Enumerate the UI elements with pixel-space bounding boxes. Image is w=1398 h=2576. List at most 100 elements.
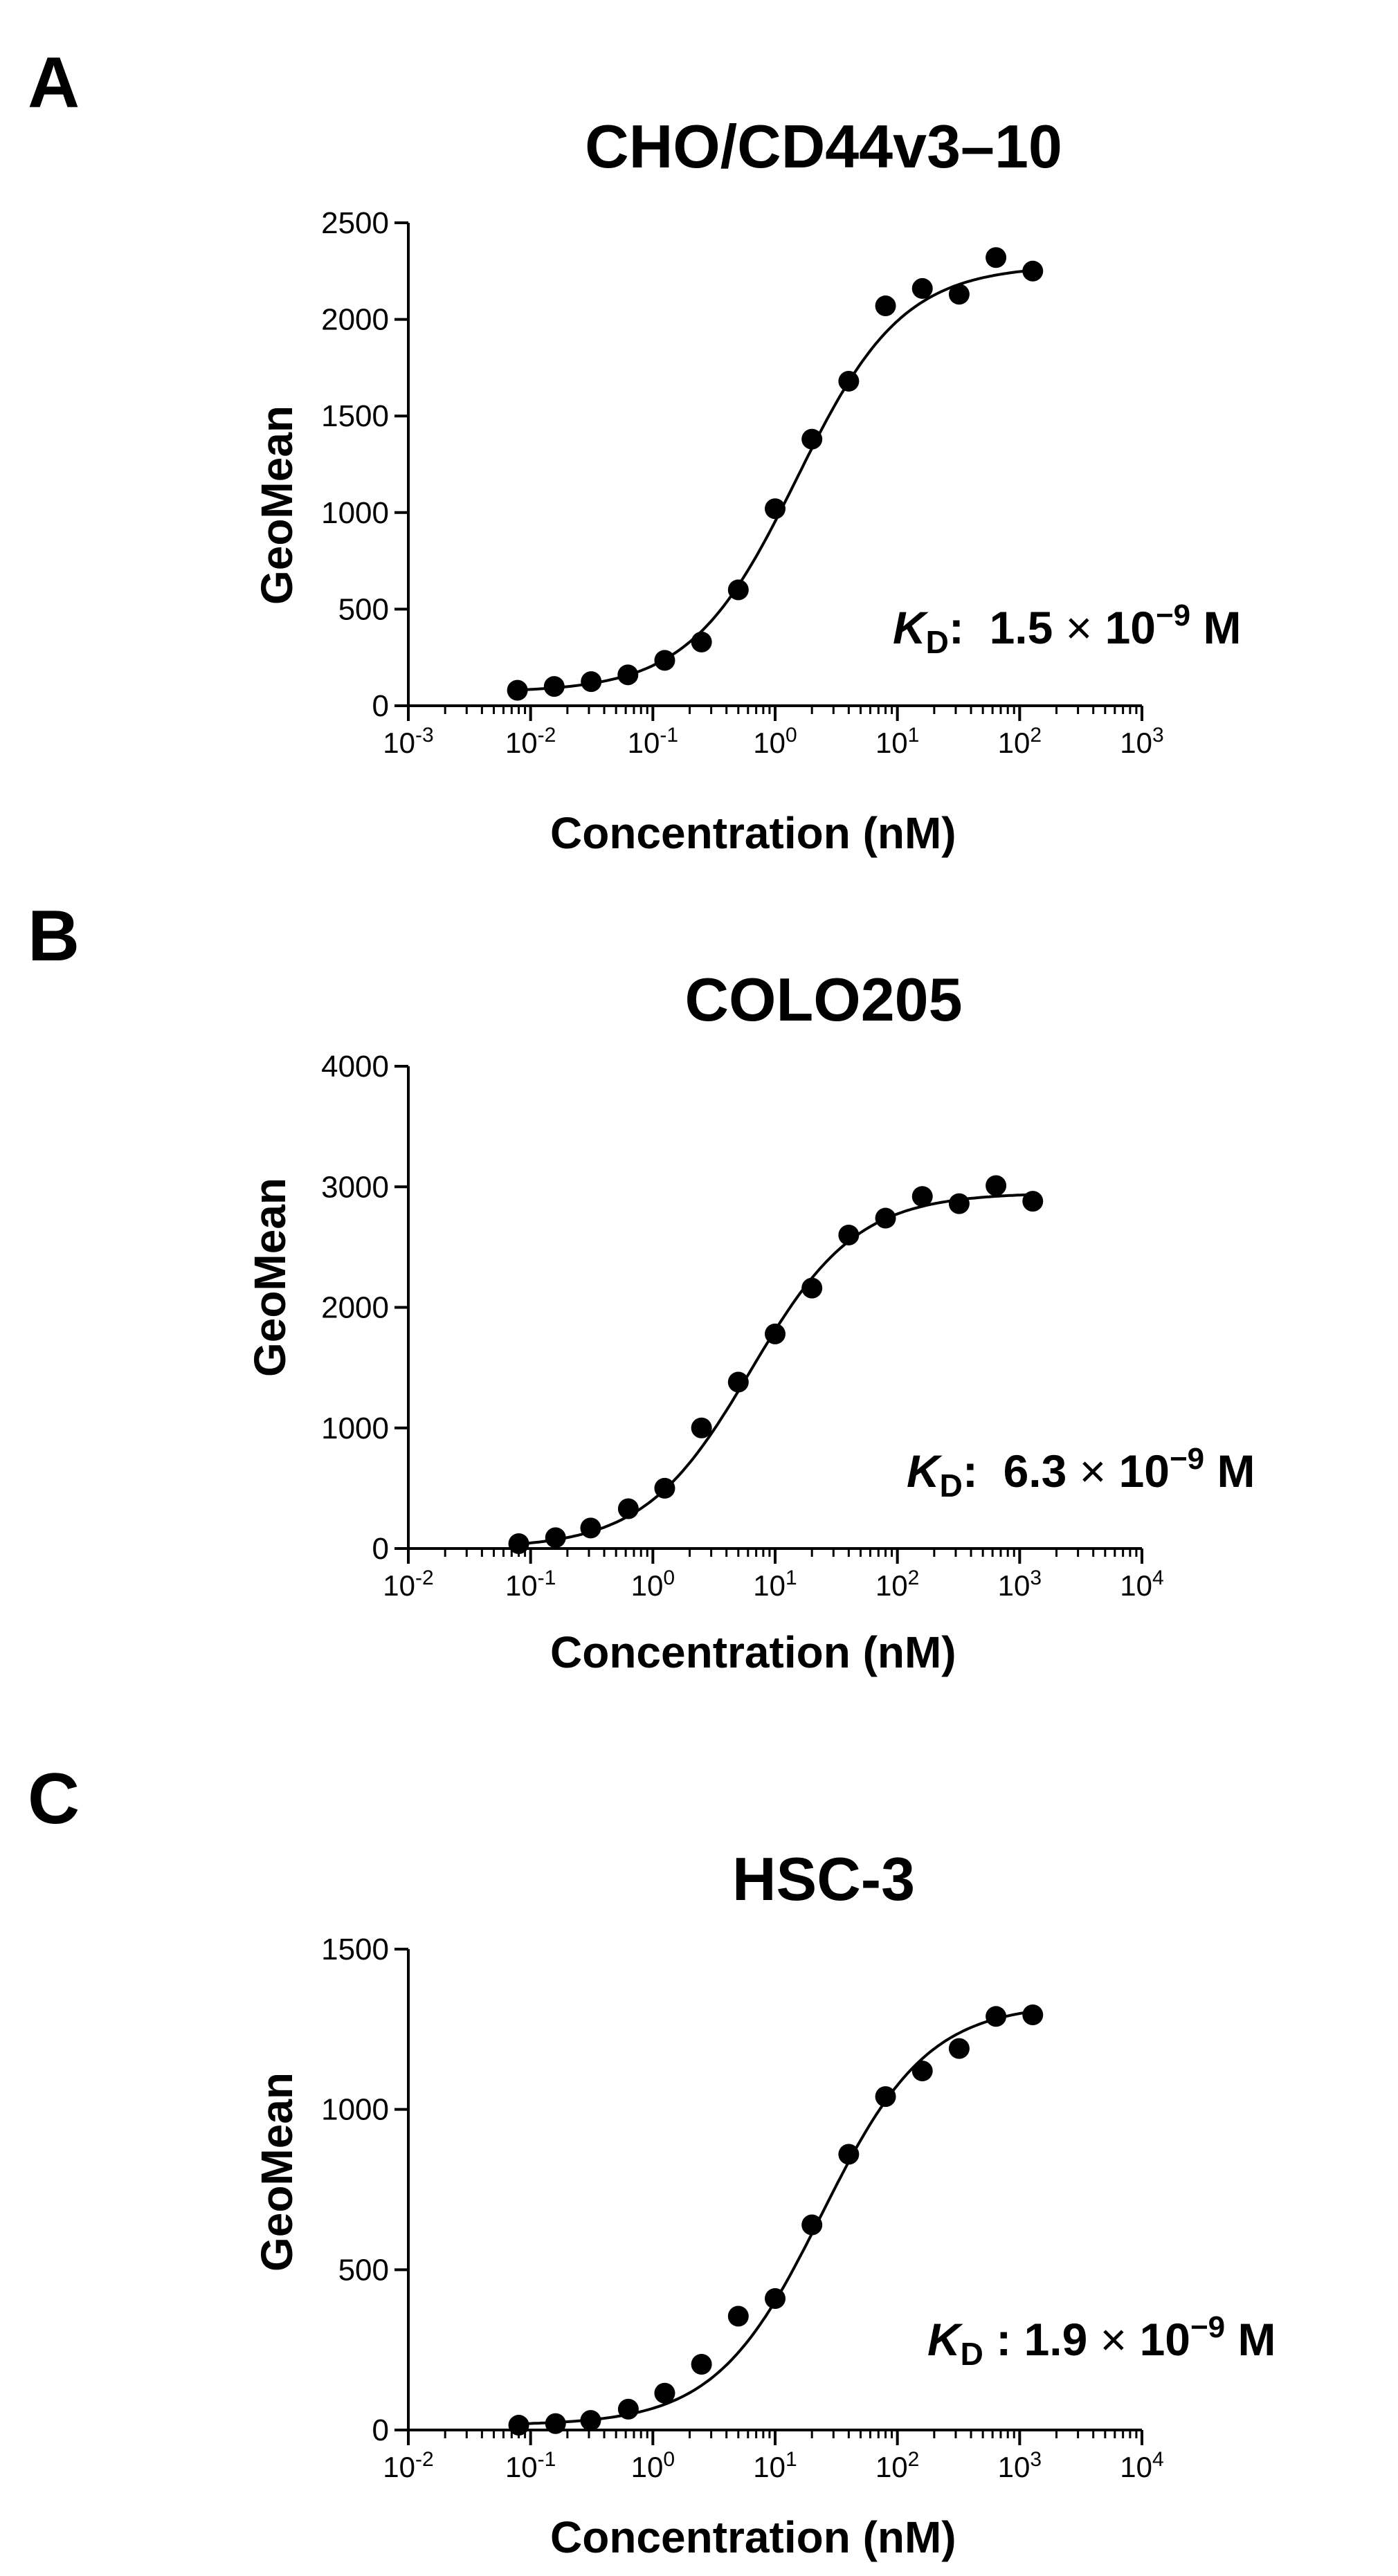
data-point	[801, 1277, 823, 1299]
y-axis-label: GeoMean	[245, 1177, 295, 1378]
x-tick-label: 10-1	[505, 1566, 556, 1602]
y-tick-label: 2500	[321, 206, 389, 240]
kd-unit: M	[1237, 2314, 1276, 2365]
kd-exponent: −9	[1155, 599, 1191, 632]
data-point	[1022, 1191, 1044, 1212]
kd-colon: :	[996, 2314, 1012, 2365]
x-tick-label: 100	[631, 1566, 675, 1602]
kd-annotation: KD: 6.3 × 10−9 M	[907, 1444, 1255, 1502]
x-axis-label: Concentration (nM)	[550, 808, 956, 858]
kd-unit: M	[1217, 1445, 1255, 1497]
x-tick-label: 103	[998, 2448, 1042, 2483]
x-tick-label: 103	[1120, 724, 1163, 759]
chart-title: CHO/CD44v3–10	[585, 112, 1062, 181]
x-tick-label: 103	[998, 1566, 1042, 1602]
data-point	[801, 428, 823, 450]
x-tick-label: 101	[753, 1566, 797, 1602]
kd-times: ×	[1079, 1445, 1107, 1497]
data-point	[508, 1533, 529, 1555]
data-point	[986, 1175, 1007, 1196]
data-point	[543, 676, 565, 697]
kd-base: 10	[1118, 1445, 1170, 1497]
x-tick-label: 10-2	[383, 1566, 433, 1602]
kd-mantissa: 1.9	[1024, 2314, 1088, 2365]
data-point	[875, 2086, 896, 2108]
data-point	[617, 2398, 639, 2420]
x-tick-label: 10-3	[383, 724, 433, 759]
kd-times: ×	[1100, 2314, 1127, 2365]
x-tick-label: 10-2	[505, 724, 556, 759]
kd-symbol: K	[907, 1445, 940, 1497]
y-tick-label: 1000	[321, 496, 389, 530]
x-tick-label: 10-1	[628, 724, 678, 759]
panel-label: C	[28, 1759, 80, 1839]
data-point	[727, 1371, 749, 1393]
data-point	[801, 2214, 823, 2236]
data-point	[617, 664, 639, 686]
kd-unit: M	[1203, 602, 1242, 653]
data-point	[1022, 2004, 1044, 2025]
data-point	[986, 247, 1007, 268]
y-tick-label: 0	[372, 689, 389, 723]
kd-mantissa: 1.5	[989, 602, 1053, 653]
data-point	[580, 2410, 601, 2431]
kd-symbol: K	[893, 602, 926, 653]
chart-plot: 0 500 1000 1500 2000 2500 10-3 10-2 10-1 100 101 10…	[321, 206, 1164, 759]
data-point	[948, 2038, 970, 2059]
chart-plot: 0 500 1000 1500 10-2 10-1 100 101 102 103 104	[321, 1933, 1164, 2483]
kd-subscript: D	[960, 2336, 983, 2372]
data-point	[948, 284, 970, 305]
data-point	[508, 2415, 529, 2436]
data-point	[911, 2061, 933, 2082]
data-point	[838, 2144, 860, 2165]
x-tick-label: 100	[753, 724, 797, 759]
data-point	[838, 1224, 860, 1245]
data-point	[875, 295, 896, 317]
x-tick-label: 10-1	[505, 2448, 556, 2483]
data-point	[545, 1527, 566, 1549]
chart-plot: 0 1000 2000 3000 4000 10-2 10-1 100 101 102 103 104	[321, 1050, 1164, 1602]
kd-exponent: −9	[1190, 2310, 1226, 2344]
y-tick-label: 1000	[321, 2093, 389, 2127]
y-axis-label: GeoMean	[252, 2072, 302, 2272]
data-point	[691, 1417, 712, 1438]
data-point	[691, 2354, 712, 2375]
y-tick-label: 2000	[321, 303, 389, 337]
data-point	[654, 650, 675, 671]
y-tick-label: 0	[372, 2413, 389, 2447]
data-point	[911, 1186, 933, 1207]
x-tick-label: 102	[998, 724, 1042, 759]
kd-colon: :	[962, 1445, 978, 1497]
data-point	[545, 2413, 566, 2434]
data-point	[765, 2288, 786, 2310]
x-axis-label: Concentration (nM)	[550, 1627, 956, 1677]
data-point	[507, 679, 528, 701]
y-tick-label: 3000	[321, 1170, 389, 1204]
data-point	[765, 1323, 786, 1344]
x-tick-label: 104	[1120, 2448, 1163, 2483]
fit-curve	[517, 268, 1033, 692]
kd-mantissa: 6.3	[1003, 1445, 1067, 1497]
y-tick-label: 500	[338, 592, 389, 626]
kd-base: 10	[1105, 602, 1156, 653]
x-tick-label: 101	[753, 2448, 797, 2483]
x-tick-label: 100	[631, 2448, 675, 2483]
kd-base: 10	[1139, 2314, 1190, 2365]
y-tick-label: 1000	[321, 1412, 389, 1445]
data-point	[727, 579, 749, 601]
data-point	[911, 277, 933, 299]
data-point	[1022, 260, 1044, 282]
panel-label: B	[28, 896, 80, 976]
x-tick-label: 102	[875, 2448, 919, 2483]
x-tick-label: 104	[1120, 1566, 1163, 1602]
x-tick-label: 10-2	[383, 2448, 433, 2483]
data-point	[617, 1498, 639, 1519]
x-axis-label: Concentration (nM)	[550, 2512, 956, 2562]
x-tick-label: 102	[875, 1566, 919, 1602]
kd-annotation: KD : 1.9 × 10−9 M	[927, 2312, 1276, 2371]
y-tick-label: 0	[372, 1532, 389, 1566]
kd-colon: :	[948, 602, 964, 653]
kd-exponent: −9	[1169, 1442, 1205, 1476]
data-point	[691, 631, 712, 652]
chart-title: HSC-3	[732, 1845, 916, 1913]
